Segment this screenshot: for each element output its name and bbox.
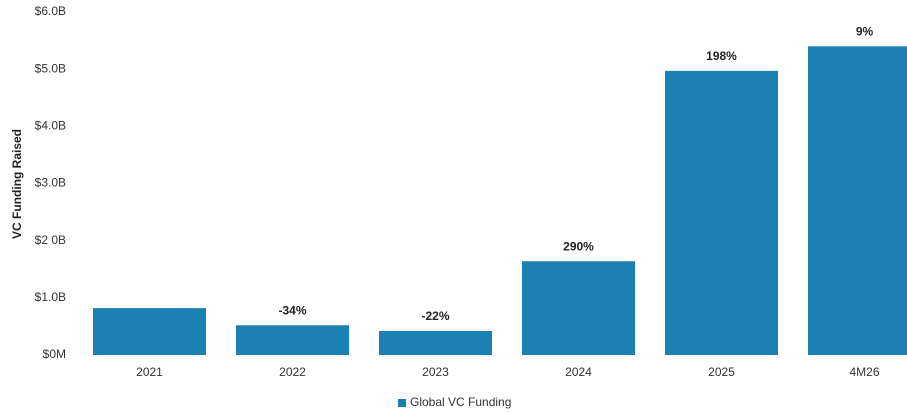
x-tick-label: 4M26 [849, 365, 879, 379]
x-tick-label: 2022 [279, 365, 306, 379]
bar [808, 46, 907, 356]
growth-label: 9% [856, 24, 874, 38]
y-tick-label: $1.0B [35, 290, 66, 304]
y-tick-label: $0M [43, 347, 66, 361]
bar [379, 330, 492, 355]
growth-label: 290% [563, 239, 594, 253]
bar [665, 70, 778, 356]
y-axis-label: VC Funding Raised [10, 129, 24, 239]
x-tick-label: 2025 [708, 365, 735, 379]
x-tick-label: 2023 [422, 365, 449, 379]
y-tick-label: $4.0B [35, 119, 66, 133]
y-tick-label: $2 0B [35, 233, 66, 247]
x-tick-label: 2021 [136, 365, 163, 379]
x-tick-label: 2024 [565, 365, 592, 379]
bar [236, 325, 349, 355]
growth-label: -22% [421, 309, 449, 323]
growth-label: -34% [278, 303, 306, 317]
y-tick-label: $6.0B [35, 4, 66, 18]
bar [522, 261, 635, 355]
y-tick-label: $3.0B [35, 176, 66, 190]
bar [93, 308, 206, 355]
y-tick-label: $5.0B [35, 61, 66, 75]
growth-label: 198% [706, 49, 737, 63]
legend-label: Global VC Funding [410, 395, 511, 409]
legend-swatch [398, 399, 406, 407]
